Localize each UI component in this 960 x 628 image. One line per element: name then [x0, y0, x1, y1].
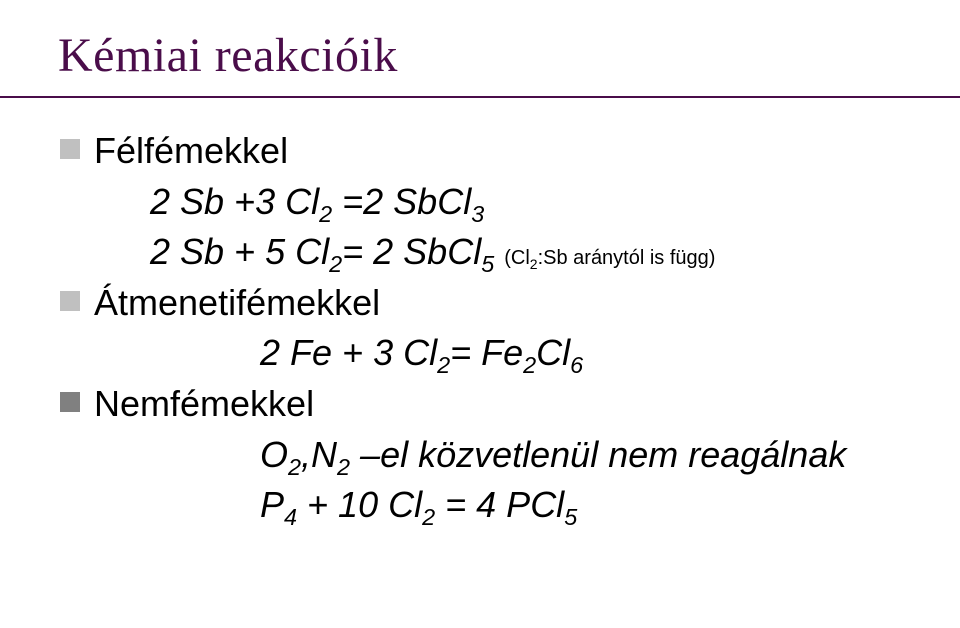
- slide: Kémiai reakcióik Félfémekkel2 Sb +3 Cl2 …: [0, 0, 960, 628]
- slide-title: Kémiai reakcióik: [58, 28, 902, 83]
- equation: P4 + 10 Cl2 = 4 PCl5: [260, 481, 902, 530]
- bullet-icon: [60, 291, 80, 311]
- section-item: Átmenetifémekkel: [60, 279, 902, 328]
- equation: 2 Sb +3 Cl2 =2 SbCl3: [150, 178, 902, 227]
- bullet-icon: [60, 139, 80, 159]
- equation: 2 Fe + 3 Cl2= Fe2Cl6: [260, 329, 902, 378]
- section-label: Félfémekkel: [94, 127, 288, 176]
- title-underline: [0, 96, 960, 98]
- section-label: Nemfémekkel: [94, 380, 314, 429]
- section-label: Átmenetifémekkel: [94, 279, 380, 328]
- section-item: Félfémekkel: [60, 127, 902, 176]
- equation: 2 Sb + 5 Cl2= 2 SbCl5 (Cl2:Sb aránytól i…: [150, 228, 902, 277]
- section-item: Nemfémekkel: [60, 380, 902, 429]
- bullet-icon: [60, 392, 80, 412]
- equation: O2,N2 –el közvetlenül nem reagálnak: [260, 431, 902, 480]
- slide-content: Félfémekkel2 Sb +3 Cl2 =2 SbCl32 Sb + 5 …: [58, 127, 902, 530]
